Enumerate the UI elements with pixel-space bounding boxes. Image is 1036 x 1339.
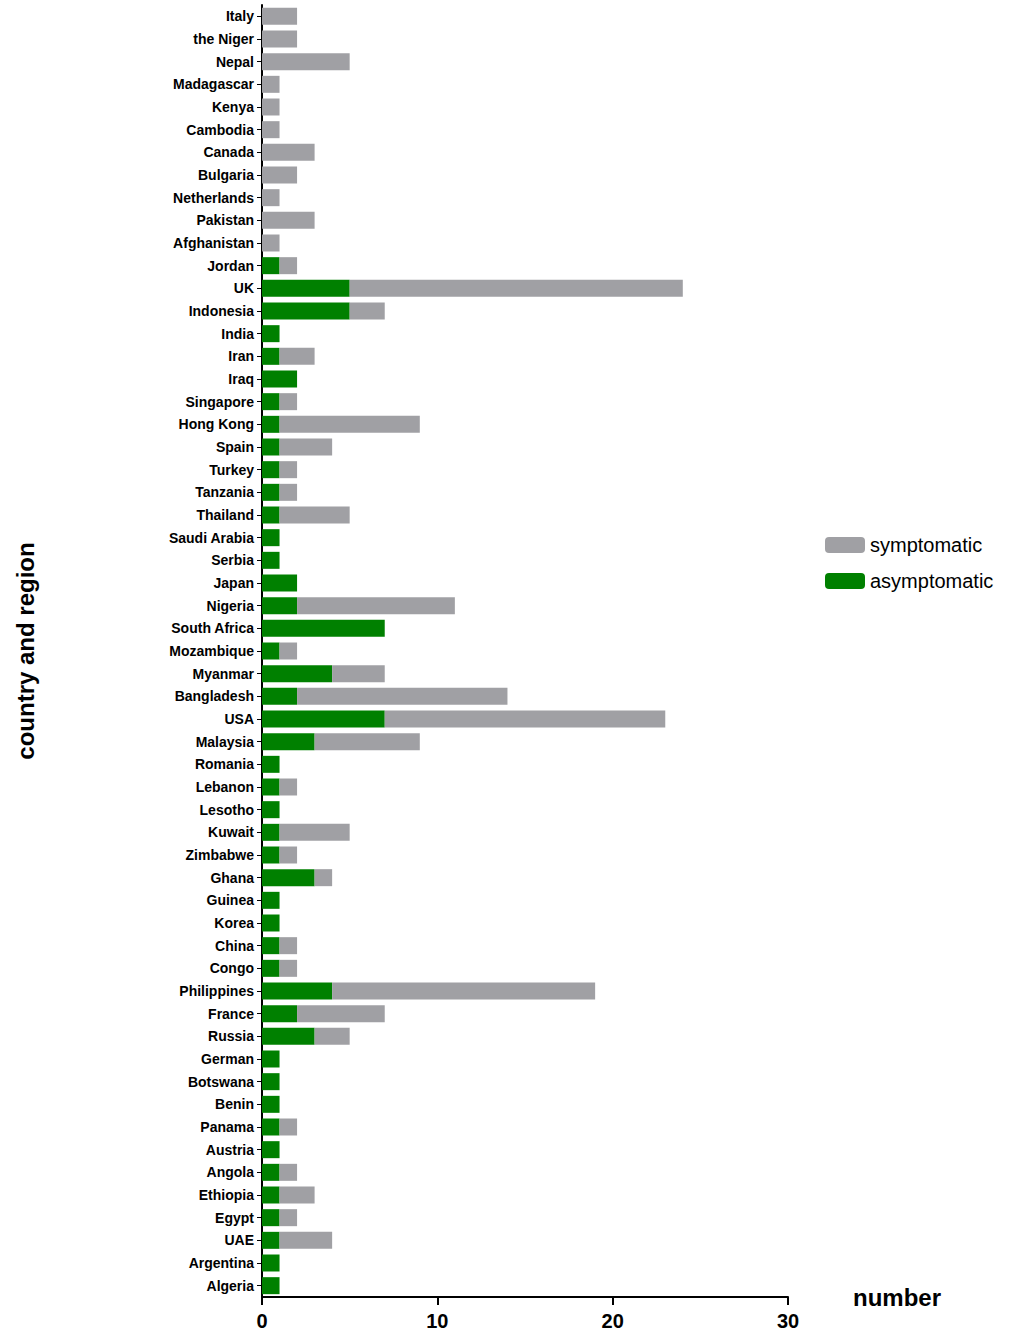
- svg-text:Malaysia: Malaysia: [196, 734, 255, 750]
- svg-text:country and region: country and region: [12, 542, 39, 759]
- svg-text:Myanmar: Myanmar: [193, 666, 255, 682]
- svg-text:Serbia: Serbia: [211, 552, 254, 568]
- svg-text:Kenya: Kenya: [212, 99, 254, 115]
- svg-text:Japan: Japan: [214, 575, 254, 591]
- svg-text:UK: UK: [234, 280, 254, 296]
- svg-text:Philippines: Philippines: [179, 983, 254, 999]
- svg-text:Saudi Arabia: Saudi Arabia: [169, 530, 254, 546]
- svg-text:Romania: Romania: [195, 756, 254, 772]
- svg-text:Zimbabwe: Zimbabwe: [186, 847, 255, 863]
- svg-text:South Africa: South Africa: [171, 620, 254, 636]
- svg-text:Pakistan: Pakistan: [196, 212, 254, 228]
- svg-text:the Niger: the Niger: [193, 31, 254, 47]
- svg-text:Austria: Austria: [206, 1142, 254, 1158]
- svg-text:symptomatic: symptomatic: [870, 534, 982, 556]
- svg-text:Iran: Iran: [228, 348, 254, 364]
- svg-text:Canada: Canada: [203, 144, 254, 160]
- svg-text:France: France: [208, 1006, 254, 1022]
- svg-text:India: India: [221, 326, 254, 342]
- svg-text:Hong Kong: Hong Kong: [179, 416, 254, 432]
- svg-text:30: 30: [777, 1310, 799, 1332]
- svg-text:Kuwait: Kuwait: [208, 824, 254, 840]
- svg-text:Benin: Benin: [215, 1096, 254, 1112]
- svg-text:Afghanistan: Afghanistan: [173, 235, 254, 251]
- svg-text:Jordan: Jordan: [207, 258, 254, 274]
- svg-text:Italy: Italy: [226, 8, 254, 24]
- svg-text:Russia: Russia: [208, 1028, 254, 1044]
- svg-text:Algeria: Algeria: [207, 1278, 255, 1294]
- svg-text:Singapore: Singapore: [186, 394, 255, 410]
- svg-text:Mozambique: Mozambique: [169, 643, 254, 659]
- svg-text:0: 0: [256, 1310, 267, 1332]
- svg-text:Argentina: Argentina: [189, 1255, 255, 1271]
- svg-text:asymptomatic: asymptomatic: [870, 570, 993, 592]
- svg-text:Iraq: Iraq: [228, 371, 254, 387]
- svg-text:Guinea: Guinea: [207, 892, 255, 908]
- svg-text:number: number: [853, 1284, 941, 1311]
- svg-text:20: 20: [602, 1310, 624, 1332]
- svg-text:Madagascar: Madagascar: [173, 76, 254, 92]
- svg-text:Ghana: Ghana: [210, 870, 254, 886]
- svg-text:Indonesia: Indonesia: [189, 303, 255, 319]
- svg-text:Spain: Spain: [216, 439, 254, 455]
- svg-text:Lesotho: Lesotho: [200, 802, 254, 818]
- svg-text:Nepal: Nepal: [216, 54, 254, 70]
- svg-text:Cambodia: Cambodia: [186, 122, 254, 138]
- svg-text:Tanzania: Tanzania: [195, 484, 254, 500]
- svg-text:China: China: [215, 938, 254, 954]
- svg-text:Korea: Korea: [214, 915, 254, 931]
- svg-text:Panama: Panama: [200, 1119, 254, 1135]
- svg-text:German: German: [201, 1051, 254, 1067]
- svg-text:Ethiopia: Ethiopia: [199, 1187, 254, 1203]
- svg-text:Bulgaria: Bulgaria: [198, 167, 254, 183]
- svg-text:Nigeria: Nigeria: [207, 598, 255, 614]
- svg-text:Thailand: Thailand: [196, 507, 254, 523]
- svg-text:Botswana: Botswana: [188, 1074, 254, 1090]
- svg-text:Bangladesh: Bangladesh: [175, 688, 254, 704]
- svg-text:USA: USA: [224, 711, 254, 727]
- svg-text:Netherlands: Netherlands: [173, 190, 254, 206]
- svg-text:Egypt: Egypt: [215, 1210, 254, 1226]
- svg-text:Turkey: Turkey: [209, 462, 254, 478]
- svg-text:Angola: Angola: [207, 1164, 255, 1180]
- svg-text:Congo: Congo: [210, 960, 254, 976]
- svg-text:Lebanon: Lebanon: [196, 779, 254, 795]
- svg-text:10: 10: [426, 1310, 448, 1332]
- svg-text:UAE: UAE: [224, 1232, 254, 1248]
